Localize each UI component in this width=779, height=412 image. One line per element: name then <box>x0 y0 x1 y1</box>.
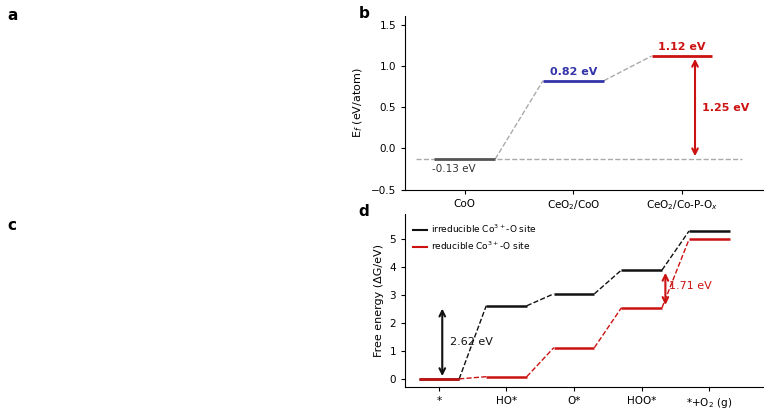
Text: a: a <box>8 8 18 23</box>
Y-axis label: E$_f$ (eV/atom): E$_f$ (eV/atom) <box>351 68 365 138</box>
Text: 2.62 eV: 2.62 eV <box>450 337 493 347</box>
Y-axis label: Free energy (ΔG/eV): Free energy (ΔG/eV) <box>374 244 384 357</box>
Text: 1.12 eV: 1.12 eV <box>658 42 706 52</box>
Text: 1.25 eV: 1.25 eV <box>702 103 749 112</box>
Legend: irreducible Co$^{3+}$-O site, reducible Co$^{3+}$-O site: irreducible Co$^{3+}$-O site, reducible … <box>410 219 541 255</box>
Text: -0.13 eV: -0.13 eV <box>432 164 476 174</box>
Text: b: b <box>358 6 369 21</box>
Text: c: c <box>8 218 17 233</box>
Text: 1.71 eV: 1.71 eV <box>668 281 711 291</box>
Text: 0.82 eV: 0.82 eV <box>550 67 597 77</box>
Text: d: d <box>358 204 369 219</box>
